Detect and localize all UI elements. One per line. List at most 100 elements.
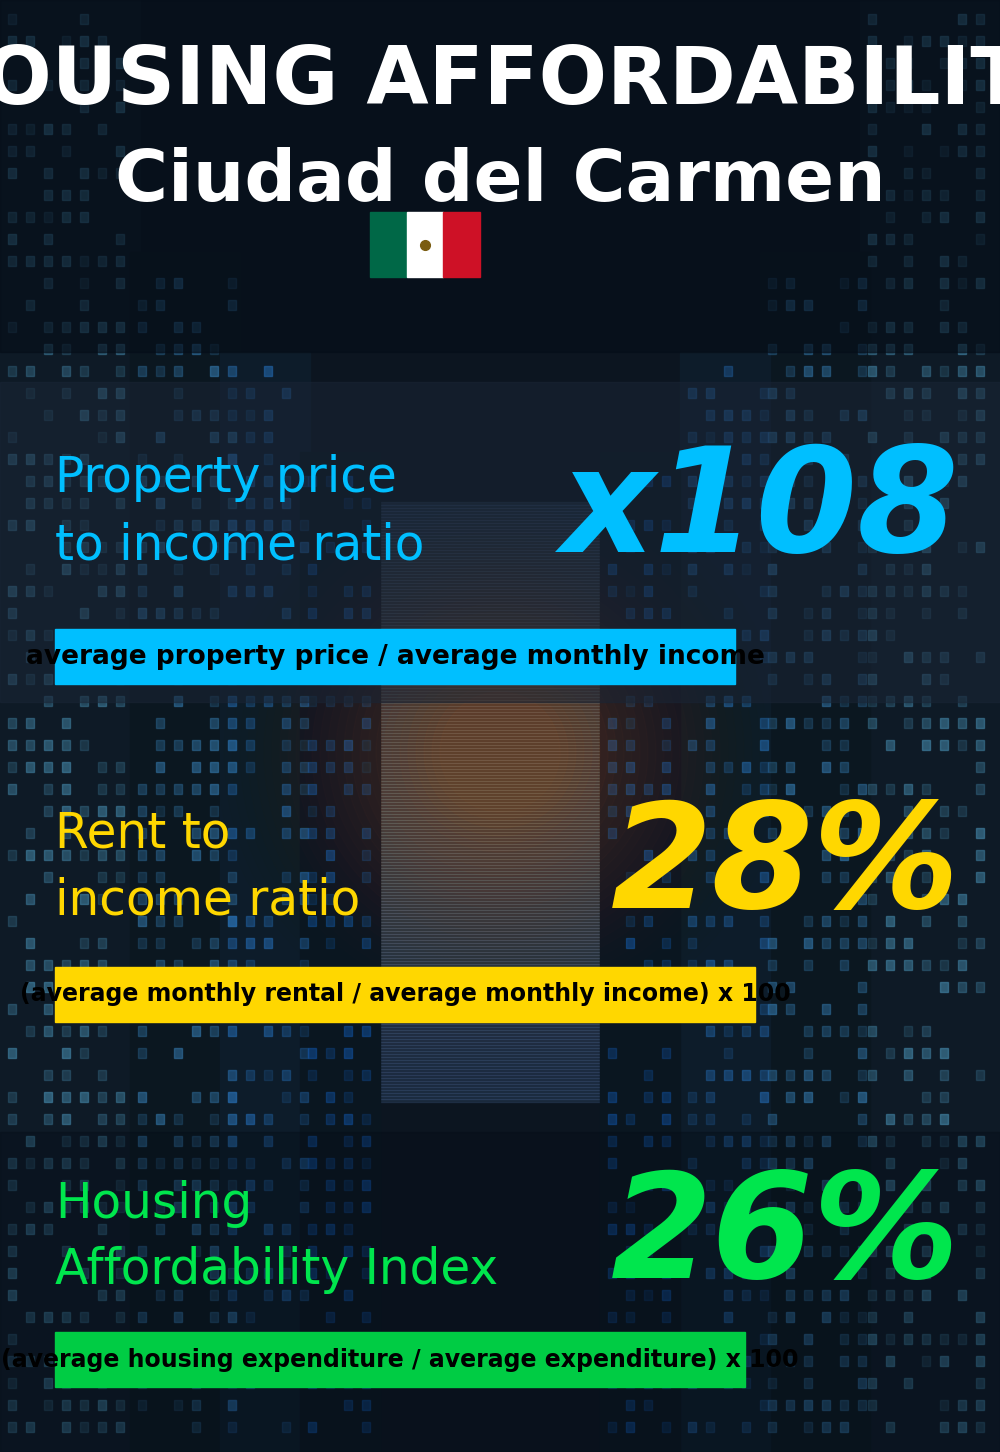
- Bar: [362, 1422, 370, 1432]
- Bar: [886, 587, 894, 595]
- Bar: [644, 1092, 652, 1102]
- Bar: [44, 409, 52, 420]
- Bar: [62, 344, 70, 354]
- Bar: [940, 256, 948, 266]
- Bar: [768, 960, 776, 970]
- Bar: [228, 894, 236, 905]
- Bar: [724, 828, 732, 838]
- Bar: [8, 1003, 16, 1013]
- Bar: [300, 741, 308, 751]
- Bar: [282, 529, 718, 531]
- Bar: [858, 1003, 866, 1013]
- Bar: [724, 1135, 732, 1146]
- Bar: [626, 741, 634, 751]
- Bar: [760, 1246, 768, 1256]
- Bar: [106, 807, 894, 812]
- Bar: [958, 696, 966, 706]
- Bar: [768, 1159, 776, 1167]
- Bar: [326, 1048, 334, 1059]
- Bar: [192, 828, 200, 838]
- Bar: [174, 652, 182, 662]
- Bar: [174, 1048, 182, 1059]
- Bar: [958, 454, 966, 465]
- Bar: [138, 1246, 146, 1256]
- Bar: [174, 960, 182, 970]
- Bar: [210, 849, 218, 860]
- Bar: [246, 1114, 254, 1124]
- Bar: [98, 806, 106, 816]
- Bar: [62, 322, 70, 333]
- Bar: [886, 388, 894, 398]
- Bar: [940, 36, 948, 46]
- Bar: [886, 58, 894, 68]
- Bar: [840, 1422, 848, 1432]
- Bar: [106, 793, 894, 796]
- Bar: [62, 1092, 70, 1102]
- Bar: [804, 1422, 812, 1432]
- Bar: [262, 1041, 738, 1045]
- Bar: [188, 669, 812, 672]
- Bar: [976, 1356, 984, 1366]
- Bar: [8, 717, 16, 727]
- Bar: [626, 762, 634, 772]
- Bar: [858, 1268, 866, 1278]
- Bar: [822, 806, 830, 816]
- Bar: [706, 982, 714, 992]
- Bar: [868, 960, 876, 970]
- Bar: [724, 960, 732, 970]
- Bar: [250, 576, 750, 579]
- Bar: [98, 960, 106, 970]
- Bar: [220, 351, 310, 1452]
- Bar: [760, 476, 768, 486]
- Bar: [264, 1334, 272, 1345]
- Bar: [904, 542, 912, 552]
- Bar: [174, 691, 826, 694]
- Bar: [344, 674, 352, 684]
- Bar: [706, 806, 714, 816]
- Bar: [98, 873, 106, 881]
- Bar: [724, 1202, 732, 1212]
- Bar: [724, 520, 732, 530]
- Bar: [98, 938, 106, 948]
- Bar: [138, 938, 146, 948]
- Bar: [98, 58, 106, 68]
- Bar: [264, 1044, 736, 1048]
- Bar: [138, 322, 146, 333]
- Bar: [706, 1202, 714, 1212]
- Bar: [840, 1224, 848, 1234]
- Bar: [308, 1159, 316, 1167]
- Text: Property price
to income ratio: Property price to income ratio: [55, 454, 424, 569]
- Bar: [822, 1313, 830, 1321]
- Bar: [288, 1080, 712, 1085]
- Bar: [840, 1092, 848, 1102]
- Bar: [742, 409, 750, 420]
- Bar: [246, 630, 254, 640]
- Bar: [254, 571, 746, 574]
- Bar: [706, 916, 714, 926]
- Bar: [724, 1356, 732, 1366]
- Bar: [98, 1003, 106, 1013]
- Bar: [904, 190, 912, 200]
- Bar: [156, 741, 164, 751]
- Bar: [156, 849, 164, 860]
- Bar: [976, 1400, 984, 1410]
- Bar: [976, 190, 984, 200]
- Bar: [344, 1135, 352, 1146]
- Bar: [26, 1224, 34, 1234]
- Bar: [62, 1378, 70, 1388]
- Bar: [760, 894, 768, 905]
- Bar: [344, 1092, 352, 1102]
- Bar: [976, 741, 984, 751]
- Bar: [44, 1092, 52, 1102]
- Bar: [264, 476, 272, 486]
- Bar: [26, 1422, 34, 1432]
- Bar: [246, 409, 254, 420]
- Bar: [344, 630, 352, 640]
- Bar: [822, 1422, 830, 1432]
- Bar: [8, 212, 16, 222]
- Bar: [186, 928, 814, 931]
- Bar: [976, 1246, 984, 1256]
- Bar: [662, 762, 670, 772]
- Bar: [62, 563, 70, 574]
- Bar: [228, 717, 236, 727]
